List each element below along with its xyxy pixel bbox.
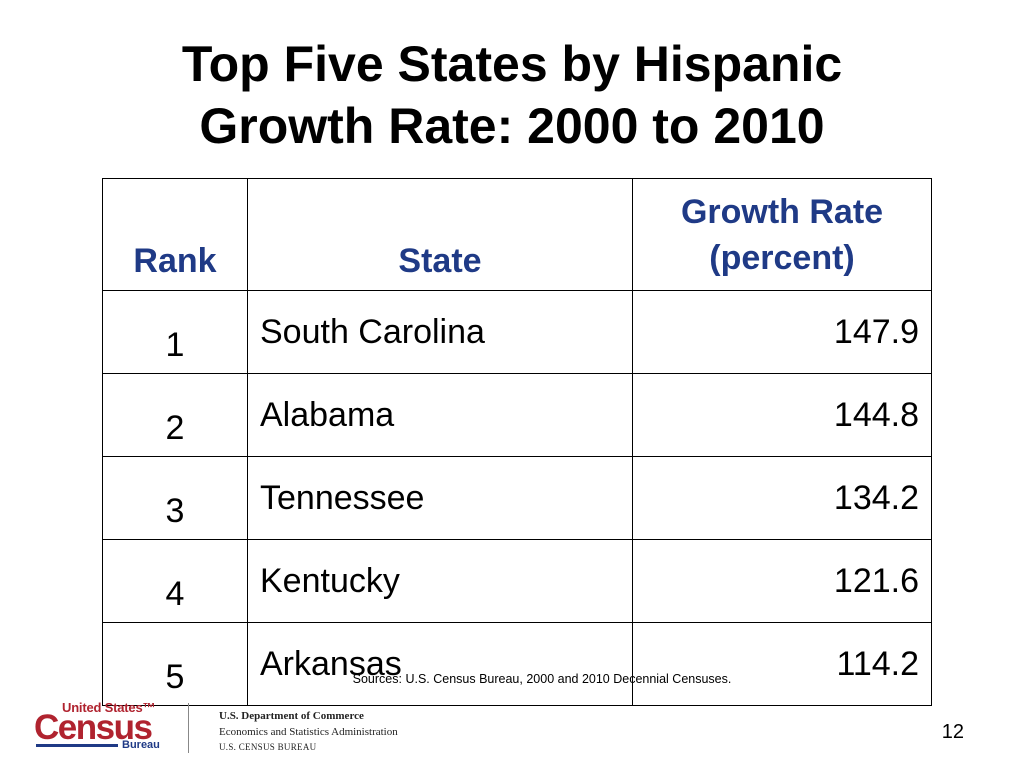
footer-divider	[188, 703, 189, 753]
department-line2: Economics and Statistics Administration	[219, 726, 398, 738]
rank-cell: 5	[102, 622, 248, 706]
sources-note: Sources: U.S. Census Bureau, 2000 and 20…	[352, 672, 732, 686]
table-row: 4 Kentucky 121.6	[102, 539, 932, 623]
header-growth-rate-line2: (percent)	[709, 238, 855, 277]
header-state: State	[247, 178, 633, 291]
header-rank: Rank	[102, 178, 248, 291]
state-cell: Arkansas	[247, 622, 633, 706]
slide-title-line1: Top Five States by Hispanic	[181, 36, 843, 92]
table-row: 3 Tennessee 134.2	[102, 456, 932, 540]
rate-cell: 134.2	[632, 456, 932, 540]
table-header-row: Rank State Growth Rate (percent)	[102, 178, 932, 291]
state-cell: Alabama	[247, 373, 633, 457]
state-cell: Tennessee	[247, 456, 633, 540]
department-line1: U.S. Department of Commerce	[219, 710, 364, 722]
rank-cell: 3	[102, 456, 248, 540]
department-line3: U.S. CENSUS BUREAU	[219, 742, 317, 752]
state-cell: South Carolina	[247, 290, 633, 374]
logo-bureau: Bureau	[122, 739, 160, 751]
rate-cell: 144.8	[632, 373, 932, 457]
logo-underline	[36, 744, 118, 747]
growth-rate-table: Rank State Growth Rate (percent) 1 South…	[102, 178, 932, 706]
state-cell: Kentucky	[247, 539, 633, 623]
table-row: 2 Alabama 144.8	[102, 373, 932, 457]
header-growth-rate-line1: Growth Rate	[680, 192, 884, 231]
census-bureau-logo: United States™ Census Bureau	[34, 698, 164, 756]
logo-census: Census	[34, 708, 153, 747]
slide-title-line2: Growth Rate: 2000 to 2010	[199, 98, 825, 154]
table-row: 1 South Carolina 147.9	[102, 290, 932, 374]
rate-cell: 121.6	[632, 539, 932, 623]
rate-cell: 147.9	[632, 290, 932, 374]
table-row: 5 Arkansas 114.2	[102, 622, 932, 706]
header-growth-rate: Growth Rate (percent)	[632, 178, 932, 291]
page-number: 12	[941, 721, 964, 743]
logo-united-states: United States™	[62, 700, 156, 715]
rank-cell: 2	[102, 373, 248, 457]
department-block: U.S. Department of Commerce Economics an…	[219, 708, 398, 754]
slide-title: Top Five States by Hispanic Growth Rate:…	[0, 33, 1024, 157]
rank-cell: 4	[102, 539, 248, 623]
rate-cell: 114.2	[632, 622, 932, 706]
rank-cell: 1	[102, 290, 248, 374]
